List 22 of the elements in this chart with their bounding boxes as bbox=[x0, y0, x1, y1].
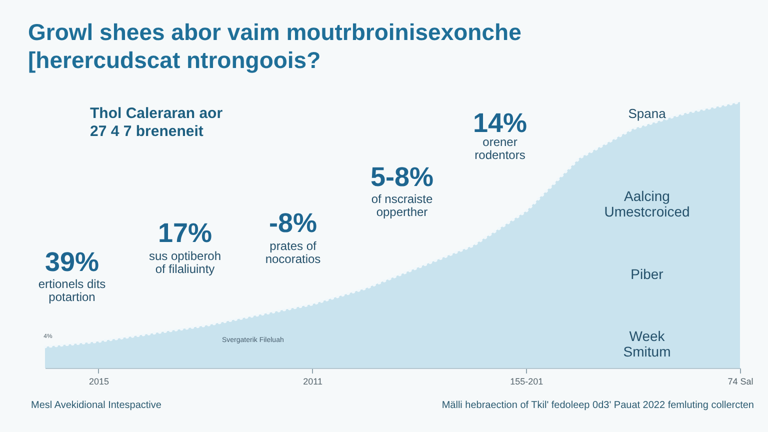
annotation: orener rodentors bbox=[474, 135, 526, 162]
x-tick-label: 155-201 bbox=[510, 376, 544, 386]
annotation: prates of nocoratios bbox=[265, 239, 321, 266]
text: Mesl Avekidional Intespactive bbox=[31, 400, 162, 411]
chart-title: Growl shees abor vaim moutrbroinisexonche [herercudscat ntrongoois? bbox=[28, 19, 522, 73]
annotation: Spana bbox=[628, 106, 667, 121]
annotation: sus optiberoh of filaliuinty bbox=[148, 249, 222, 276]
annotation: 17% bbox=[158, 218, 212, 248]
annotation: of nscraiste opperther bbox=[371, 192, 434, 220]
text: Thol Caleraran aor 27 4 7 breneneit bbox=[90, 105, 223, 140]
text: Mälli hebraection of Tkil' fedoleep 0d3' Pauat 2022 femluting collercten bbox=[442, 400, 754, 411]
annotation: 14% bbox=[472, 108, 528, 138]
annotation: Piber bbox=[630, 266, 664, 282]
annotation: 5-8% bbox=[370, 162, 434, 192]
annotation: Aalcing Umestcroiced bbox=[604, 188, 690, 220]
annotation: 39% bbox=[44, 247, 100, 277]
annotation: -8% bbox=[268, 208, 318, 238]
x-tick-label: 2011 bbox=[303, 376, 322, 386]
annotation: ertionels dits potartion bbox=[38, 277, 106, 304]
x-tick-label: 2015 bbox=[88, 376, 109, 386]
x-tick-label: 74 Sal bbox=[728, 376, 754, 386]
annotation: Week Smitum bbox=[623, 328, 671, 360]
